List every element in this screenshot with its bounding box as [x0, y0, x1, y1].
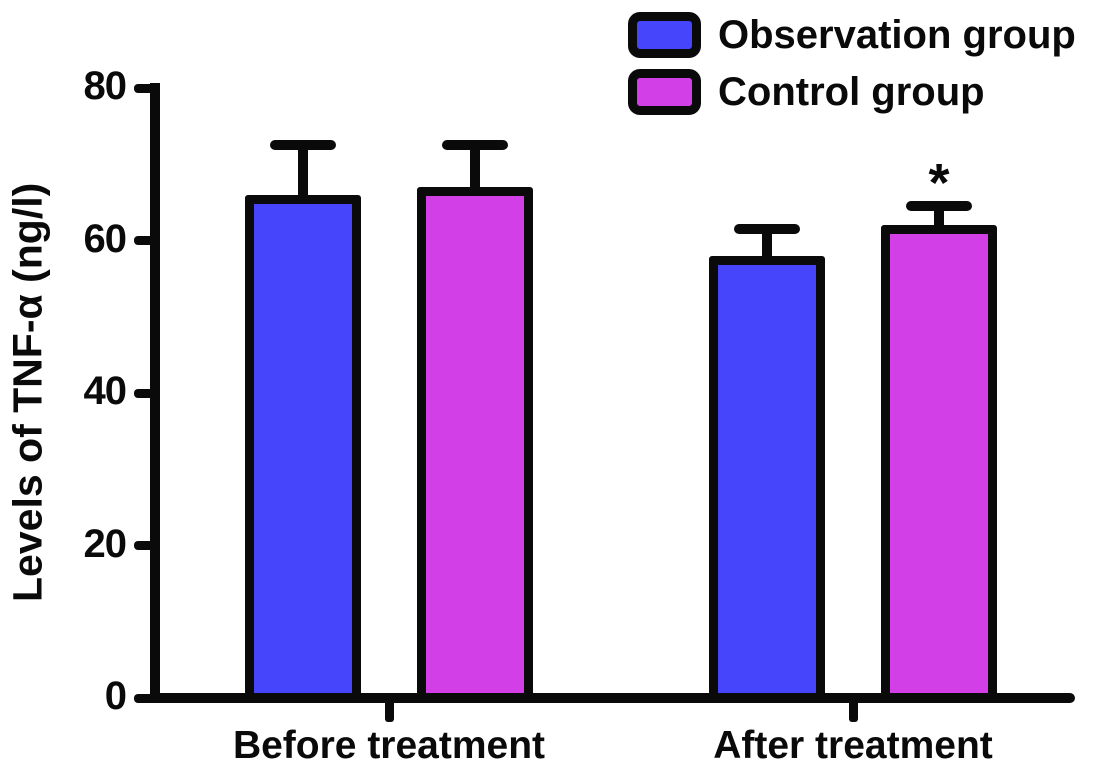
significance-asterisk: *: [928, 153, 950, 214]
x-axis-tick-after-treatment: [848, 694, 858, 722]
legend: Observation group Control group: [628, 12, 1076, 115]
category-label-after-treatment: After treatment: [713, 724, 993, 767]
legend-item-control-group: Control group: [628, 69, 1076, 115]
y-axis-tick-40: [134, 388, 156, 398]
legend-label-observation-group: Observation group: [718, 13, 1076, 57]
error-bar-stem-observation-group-before-treatment: [298, 145, 308, 207]
bar-observation-group-after-treatment: [709, 255, 825, 703]
error-bar-cap-control-group-after-treatment: [906, 201, 972, 212]
y-axis-tick-20: [134, 541, 156, 550]
error-bar-stem-control-group-before-treatment: [470, 145, 480, 200]
y-axis-tick-0: [134, 693, 156, 703]
legend-label-control-group: Control group: [718, 70, 985, 114]
y-axis-tick-60: [134, 236, 156, 245]
x-axis-line: [150, 693, 1075, 703]
y-tick-label-0: 0: [104, 674, 127, 718]
bar-control-group-before-treatment: [417, 187, 533, 703]
bar-observation-group-before-treatment: [245, 194, 361, 703]
x-axis-tick-before-treatment: [384, 694, 394, 722]
bar-control-group-after-treatment: [881, 225, 997, 703]
legend-swatch-observation-group: [628, 12, 701, 58]
y-tick-label-20: 20: [83, 521, 128, 566]
y-tick-label-40: 40: [83, 369, 128, 413]
error-bar-cap-control-group-before-treatment: [442, 140, 508, 151]
y-axis-tick-80: [134, 83, 156, 93]
y-tick-label-80: 80: [83, 64, 128, 108]
legend-item-observation-group: Observation group: [628, 12, 1076, 58]
legend-swatch-control-group: [628, 69, 701, 115]
error-bar-stem-control-group-after-treatment: [934, 206, 944, 238]
error-bar-cap-observation-group-before-treatment: [270, 140, 336, 151]
error-bar-cap-observation-group-after-treatment: [734, 224, 800, 235]
error-bar-stem-observation-group-after-treatment: [762, 229, 772, 268]
y-tick-label-60: 60: [83, 216, 128, 261]
category-label-before-treatment: Before treatment: [232, 724, 546, 767]
